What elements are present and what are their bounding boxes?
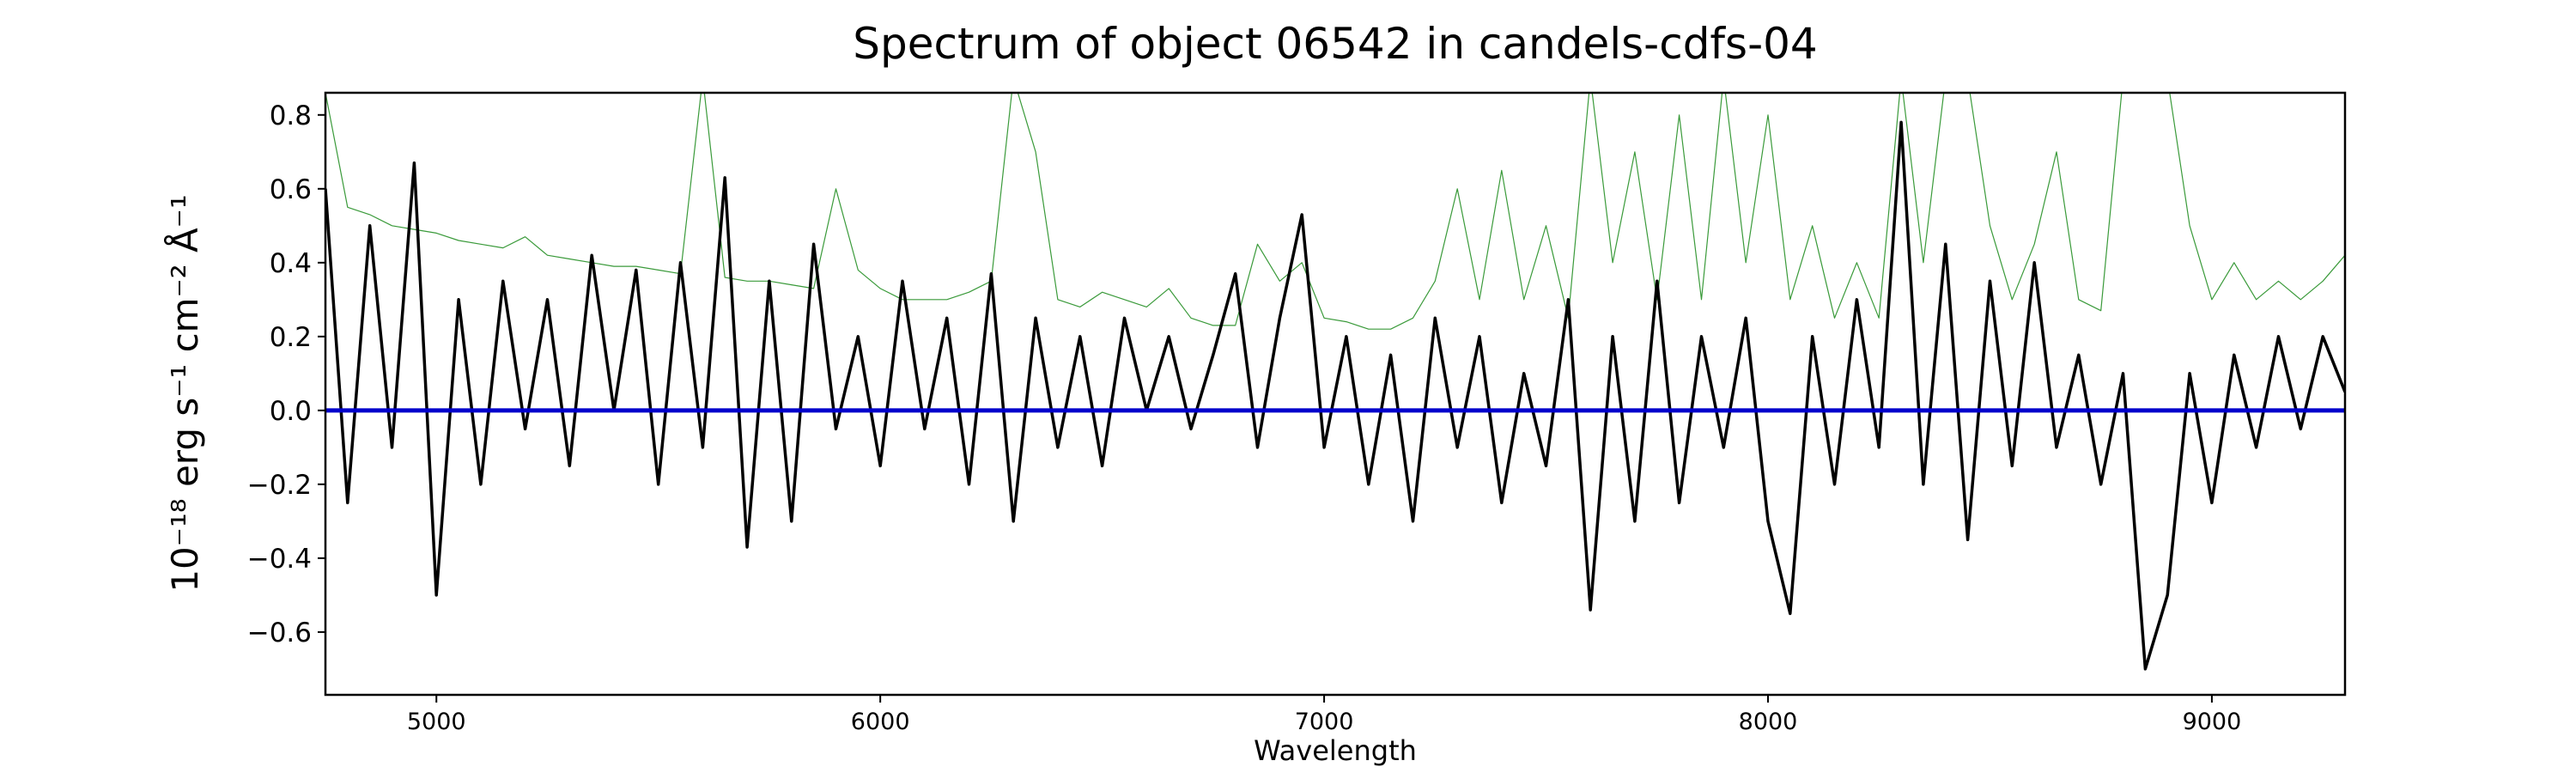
- x-tick-label: 8000: [1739, 709, 1798, 735]
- chart-title: Spectrum of object 06542 in candels-cdfs…: [853, 19, 1818, 69]
- y-tick-label: 0.4: [270, 248, 312, 279]
- x-tick-label: 7000: [1295, 709, 1354, 735]
- y-tick-label: −0.4: [247, 544, 312, 575]
- x-tick-label: 5000: [407, 709, 466, 735]
- plot-area: [325, 93, 2345, 671]
- y-tick-label: 0.2: [270, 322, 312, 353]
- x-tick-label: 6000: [851, 709, 910, 735]
- x-axis-label: Wavelength: [1254, 734, 1417, 767]
- y-tick-label: 0.8: [270, 100, 312, 131]
- spectrum-line: [325, 120, 2345, 671]
- x-tick-label: 9000: [2183, 709, 2242, 735]
- spectrum-line: [325, 93, 2345, 330]
- y-tick-label: 0.6: [270, 174, 312, 205]
- axes-frame: [324, 91, 2347, 697]
- y-tick-label: 0.0: [270, 396, 312, 427]
- y-tick-label: −0.2: [247, 470, 312, 501]
- y-tick-label: −0.6: [247, 618, 312, 648]
- y-axis-label: 10⁻¹⁸ erg s⁻¹ cm⁻² Å⁻¹: [163, 194, 206, 592]
